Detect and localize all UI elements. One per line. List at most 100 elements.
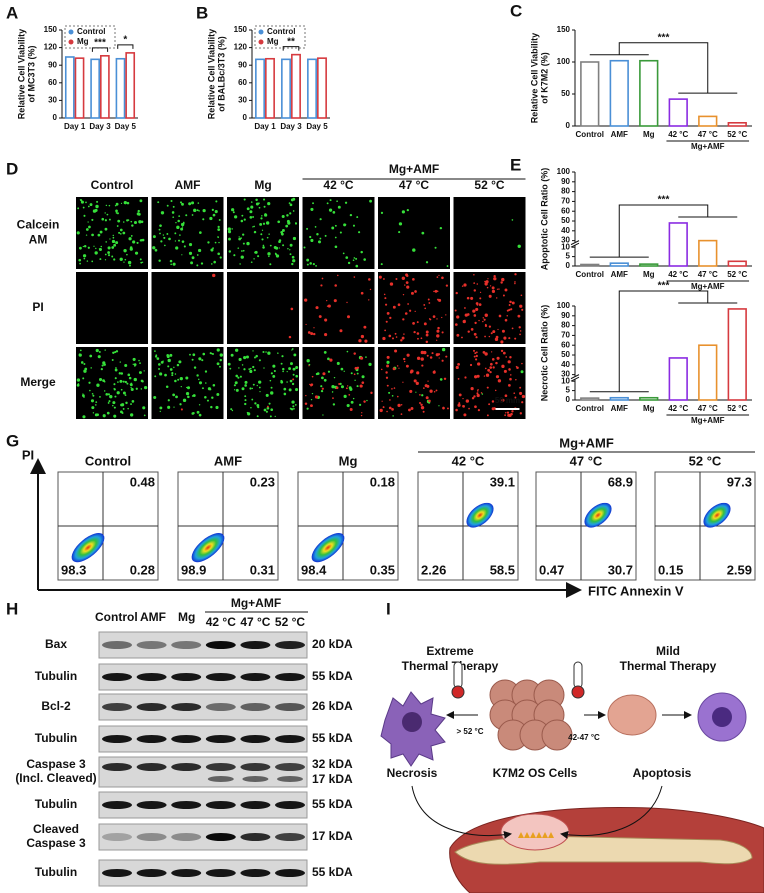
cell-dot (306, 227, 309, 230)
cell-dot (361, 412, 363, 414)
cell-dot (397, 403, 401, 408)
quadrant-value: 97.3 (727, 474, 752, 489)
cell-dot (130, 387, 134, 391)
cell-dot (369, 199, 372, 203)
cell-dot (441, 316, 443, 319)
cell-dot (402, 294, 405, 296)
cell-dot (473, 274, 475, 276)
cell-dot (416, 371, 420, 375)
cell-dot (95, 404, 97, 406)
cell-dot (157, 201, 160, 204)
cell-dot (395, 278, 398, 281)
row-label: Tubulin (35, 865, 77, 879)
cell-dot (113, 383, 116, 386)
cell-dot (360, 250, 363, 254)
cell-dot (169, 353, 173, 357)
scale-bar-label: 50 mm (495, 396, 520, 405)
cell-dot (423, 322, 427, 326)
cell-dot (385, 371, 388, 374)
cell-dot (358, 339, 362, 343)
y-tick-label: 10 (561, 242, 570, 251)
cell-dot (463, 413, 467, 417)
cell-dot (95, 348, 99, 353)
cell-dot (492, 366, 495, 369)
cell-dot (111, 358, 114, 361)
x-tick-label: 52 °C (727, 130, 747, 139)
band (240, 735, 271, 743)
y-tick-label: 60 (561, 340, 570, 349)
cell-dot (287, 223, 290, 225)
cell-dot (492, 330, 496, 334)
cell-dot (326, 300, 328, 302)
bar (698, 344, 718, 401)
bar (639, 263, 659, 267)
cell-dot (235, 348, 239, 352)
cell-dot (217, 228, 221, 231)
cell-dot (345, 387, 348, 390)
y-tick-label: 30 (561, 236, 570, 245)
cell-dot (218, 241, 220, 244)
cell-dot (481, 393, 484, 395)
cell-dot (111, 246, 115, 249)
cell-dot (478, 319, 480, 322)
cell-dot (123, 201, 127, 205)
cell-dot (329, 358, 333, 362)
significance-label: *** (658, 32, 670, 43)
y-axis-label: Relative Cell Viability (16, 29, 26, 119)
y-axis-label: of BALBc/3T3 (%) (216, 36, 226, 112)
cell-dot (131, 224, 134, 227)
y-tick-label: 100 (557, 301, 571, 310)
cell-dot (320, 389, 324, 393)
cell-dot (485, 280, 489, 284)
cell-dot (143, 370, 145, 372)
cell-dot (115, 367, 117, 369)
cell-dot (386, 384, 389, 387)
cell-dot (238, 236, 240, 238)
cell-dot (89, 389, 91, 392)
cell-dot (307, 331, 311, 334)
cell-dot (510, 412, 513, 416)
cell-dot (188, 202, 192, 206)
cell-dot (328, 208, 333, 212)
cell-dot (292, 367, 296, 371)
cell-dot (423, 304, 426, 306)
x-tick-label: Mg (643, 270, 655, 279)
cell-dot (423, 350, 427, 355)
cell-dot (342, 252, 345, 255)
cell-dot (519, 333, 521, 336)
group-label: Mg+AMF (691, 282, 725, 291)
cell-dot (428, 302, 431, 304)
cell-dot (227, 230, 232, 234)
cell-dot (182, 398, 187, 403)
cell-dot (188, 243, 193, 247)
cell-dot (289, 253, 292, 256)
x-tick-label: Day 1 (64, 122, 86, 131)
band (136, 833, 167, 841)
cell-dot (511, 327, 514, 330)
cell-dot (288, 367, 291, 371)
micrograph (227, 347, 299, 419)
cell-dot (474, 375, 478, 379)
cell-dot (359, 403, 362, 406)
cell-dot (107, 251, 111, 254)
cell-dot (369, 288, 372, 291)
cell-dot (118, 231, 121, 234)
cell-dot (479, 291, 482, 294)
cell-dot (189, 353, 191, 356)
cell-dot (167, 358, 171, 363)
quadrant-value: 98.4 (301, 562, 327, 577)
cell-dot (436, 318, 438, 320)
cell-dot (266, 406, 270, 410)
y-tick-label: 70 (561, 197, 570, 206)
cell-dot (355, 264, 359, 268)
group-label: Mg+AMF (231, 596, 281, 610)
cell-dot (97, 233, 101, 237)
group-label: Mg+AMF (691, 142, 725, 151)
cell-dot (495, 361, 498, 365)
cell-dot (318, 315, 322, 319)
cell-dot (464, 307, 466, 309)
cell-dot (489, 285, 492, 287)
band (102, 641, 132, 649)
cell-dot (392, 367, 396, 371)
cell-dot (409, 389, 413, 393)
